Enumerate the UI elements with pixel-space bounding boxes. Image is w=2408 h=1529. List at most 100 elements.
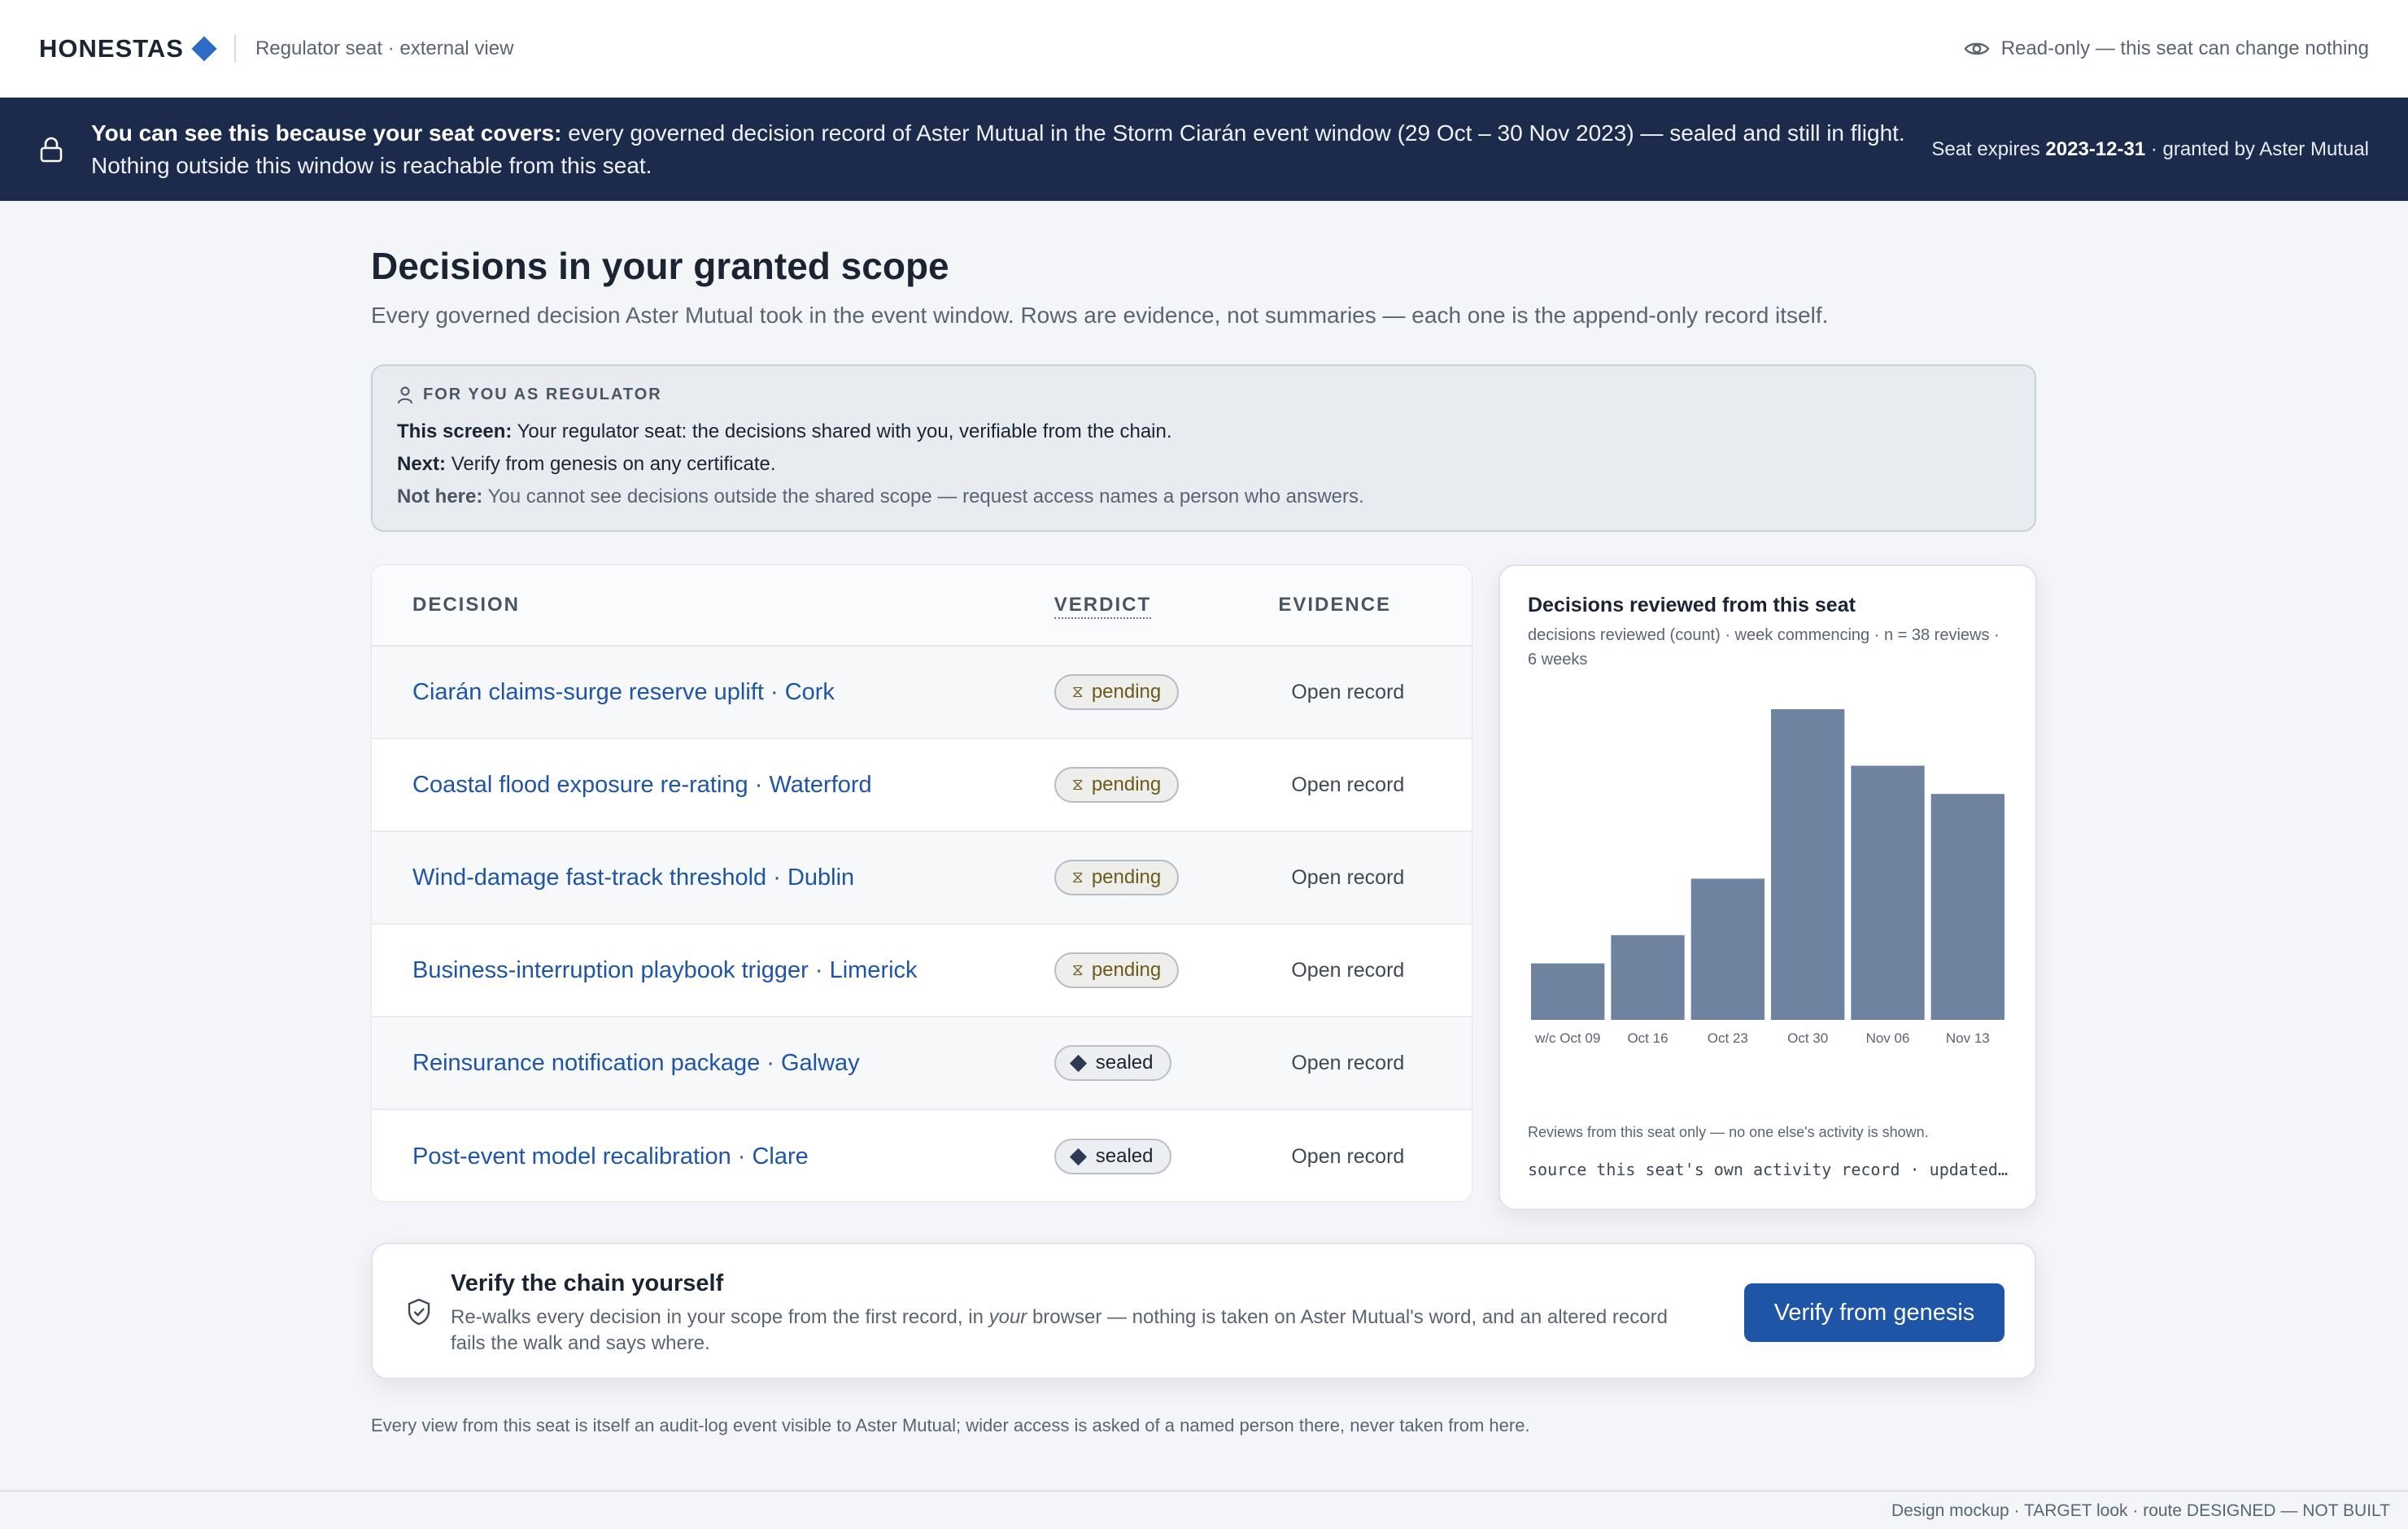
scope-description: You can see this because your seat cover…	[91, 117, 1913, 182]
open-record-link[interactable]: Open record	[1291, 958, 1405, 982]
decisions-table: DECISION VERDICT EVIDENCE Ciarán claims-…	[371, 564, 1472, 1202]
scope-lead: You can see this because your seat cover…	[91, 120, 562, 146]
verify-from-genesis-button[interactable]: Verify from genesis	[1744, 1283, 2004, 1342]
verify-title: Verify the chain yourself	[451, 1270, 724, 1296]
header-evidence: EVIDENCE	[1278, 594, 1392, 616]
bar-0	[1531, 963, 1605, 1020]
role-next-label: Next:	[397, 453, 447, 475]
bar-2	[1690, 878, 1765, 1020]
role-next: Next: Verify from genesis on any certifi…	[397, 448, 2010, 481]
x-tick-label: Oct 23	[1708, 1030, 1748, 1046]
decision-link[interactable]: Business-interruption playbook trigger ·…	[412, 956, 918, 983]
bar-5	[1930, 794, 2004, 1020]
open-record-link[interactable]: Open record	[1291, 773, 1405, 796]
hourglass-icon: ⧖	[1071, 961, 1084, 979]
table-row[interactable]: Wind-damage fast-track threshold · Dubli…	[372, 832, 1472, 925]
table-row[interactable]: Coastal flood exposure re-rating · Water…	[372, 739, 1472, 832]
expiry-suffix: · granted by Aster Mutual	[2150, 137, 2369, 160]
x-tick-label: Oct 30	[1787, 1030, 1828, 1046]
readonly-label: Read-only — this seat can change nothing	[2000, 37, 2369, 59]
role-not-text: You cannot see decisions outside the sha…	[487, 486, 1364, 507]
scope-text: every governed decision record of Aster …	[91, 120, 1905, 178]
header-verdict[interactable]: VERDICT	[1054, 594, 1279, 619]
role-not-here: Not here: You cannot see decisions outsi…	[397, 481, 2010, 513]
page-title: Decisions in your granted scope	[371, 245, 949, 287]
role-guidance-card: FOR YOU AS REGULATOR This screen: Your r…	[371, 364, 2036, 532]
x-tick-label: w/c Oct 09	[1534, 1030, 1600, 1046]
verdict-cell: ⧖ pending	[1054, 767, 1279, 803]
hourglass-icon: ⧖	[1071, 775, 1084, 794]
decision-link[interactable]: Ciarán claims-surge reserve uplift · Cor…	[412, 678, 835, 705]
x-tick-label: Oct 16	[1627, 1030, 1668, 1046]
open-record-link[interactable]: Open record	[1291, 1051, 1405, 1074]
role-this-text: Your regulator seat: the decisions share…	[517, 420, 1172, 442]
open-record-link[interactable]: Open record	[1291, 1144, 1405, 1168]
verdict-label: pending	[1091, 866, 1162, 888]
bar-chart: w/c Oct 09 Oct 16 Oct 23 Oct 30 Nov 06 Nov 13	[1531, 709, 2004, 1046]
open-record-link[interactable]: Open record	[1291, 680, 1405, 704]
chart-subtitle: decisions reviewed (count) · week commen…	[1528, 626, 2000, 669]
verdict-cell: sealed	[1054, 1139, 1279, 1174]
verdict-label: sealed	[1095, 1052, 1154, 1074]
audit-log-note: Every view from this seat is itself an a…	[371, 1415, 1530, 1435]
reviews-chart-card: Decisions reviewed from this seat decisi…	[1498, 564, 2037, 1210]
pending-badge: ⧖ pending	[1054, 674, 1180, 710]
role-next-text: Verify from genesis on any certificate.	[451, 453, 776, 475]
verdict-cell: ⧖ pending	[1054, 952, 1279, 988]
header-verdict-label[interactable]: VERDICT	[1054, 594, 1152, 619]
verdict-cell: ⧖ pending	[1054, 860, 1279, 895]
table-row[interactable]: Reinsurance notification package · Galwa…	[372, 1017, 1472, 1110]
seat-label: Regulator seat · external view	[255, 37, 514, 59]
x-tick-label: Nov 13	[1946, 1030, 1990, 1046]
role-this-screen: This screen: Your regulator seat: the de…	[397, 416, 2010, 448]
decision-link[interactable]: Post-event model recalibration · Clare	[412, 1143, 809, 1170]
verdict-cell: sealed	[1054, 1045, 1279, 1081]
diamond-icon	[1069, 1148, 1087, 1165]
diamond-icon	[1069, 1054, 1087, 1072]
header-divider	[233, 34, 236, 63]
role-this-label: This screen:	[397, 420, 513, 442]
table-body: Ciarán claims-surge reserve uplift · Cor…	[372, 647, 1472, 1201]
pending-badge: ⧖ pending	[1054, 767, 1180, 803]
shield-check-icon	[408, 1298, 430, 1326]
expiry-prefix: Seat expires	[1931, 137, 2040, 160]
verify-desc-emphasis: your	[988, 1306, 1027, 1328]
expiry-date: 2023-12-31	[2045, 137, 2146, 160]
footer-status: Design mockup · TARGET look · route DESI…	[1891, 1501, 2390, 1520]
hourglass-icon: ⧖	[1071, 868, 1084, 886]
role-heading: FOR YOU AS REGULATOR	[397, 386, 2010, 404]
bar-4	[1851, 765, 1925, 1020]
verify-desc-before: Re-walks every decision in your scope fr…	[451, 1306, 989, 1328]
hourglass-icon: ⧖	[1071, 682, 1084, 701]
chart-note: Reviews from this seat only — no one els…	[1528, 1124, 1929, 1140]
decision-link[interactable]: Wind-damage fast-track threshold · Dubli…	[412, 864, 855, 891]
x-tick-label: Nov 06	[1866, 1030, 1910, 1046]
verify-chain-card: Verify the chain yourself Re-walks every…	[371, 1243, 2036, 1379]
chart-source: source this seat's own activity record ·…	[1528, 1160, 2009, 1179]
verdict-cell: ⧖ pending	[1054, 674, 1279, 710]
verdict-label: pending	[1091, 681, 1162, 703]
footer-divider	[0, 1490, 2408, 1492]
sealed-badge: sealed	[1054, 1045, 1171, 1081]
lock-icon	[39, 137, 67, 163]
pending-badge: ⧖ pending	[1054, 952, 1180, 988]
table-row[interactable]: Post-event model recalibration · Clare se…	[372, 1110, 1472, 1201]
scope-banner: You can see this because your seat cover…	[0, 98, 2408, 201]
pending-badge: ⧖ pending	[1054, 860, 1180, 895]
chart-title: Decisions reviewed from this seat	[1528, 594, 1856, 616]
bar-3	[1771, 709, 1845, 1020]
brand-name: HONESTAS	[39, 33, 184, 63]
person-icon	[398, 386, 412, 403]
decision-link[interactable]: Reinsurance notification package · Galwa…	[412, 1049, 860, 1076]
bar-1	[1611, 934, 1685, 1020]
sealed-badge: sealed	[1054, 1139, 1171, 1174]
seat-expiry: Seat expires 2023-12-31 · granted by Ast…	[1931, 138, 2369, 161]
brand-logo[interactable]: HONESTAS	[39, 33, 217, 63]
open-record-link[interactable]: Open record	[1291, 865, 1405, 889]
top-bar: HONESTAS Regulator seat · external view …	[0, 0, 2408, 98]
readonly-indicator: Read-only — this seat can change nothing	[1964, 37, 2369, 60]
table-row[interactable]: Business-interruption playbook trigger ·…	[372, 925, 1472, 1017]
verdict-label: pending	[1091, 959, 1162, 981]
table-row[interactable]: Ciarán claims-surge reserve uplift · Cor…	[372, 647, 1472, 739]
decision-link[interactable]: Coastal flood exposure re-rating · Water…	[412, 771, 872, 798]
